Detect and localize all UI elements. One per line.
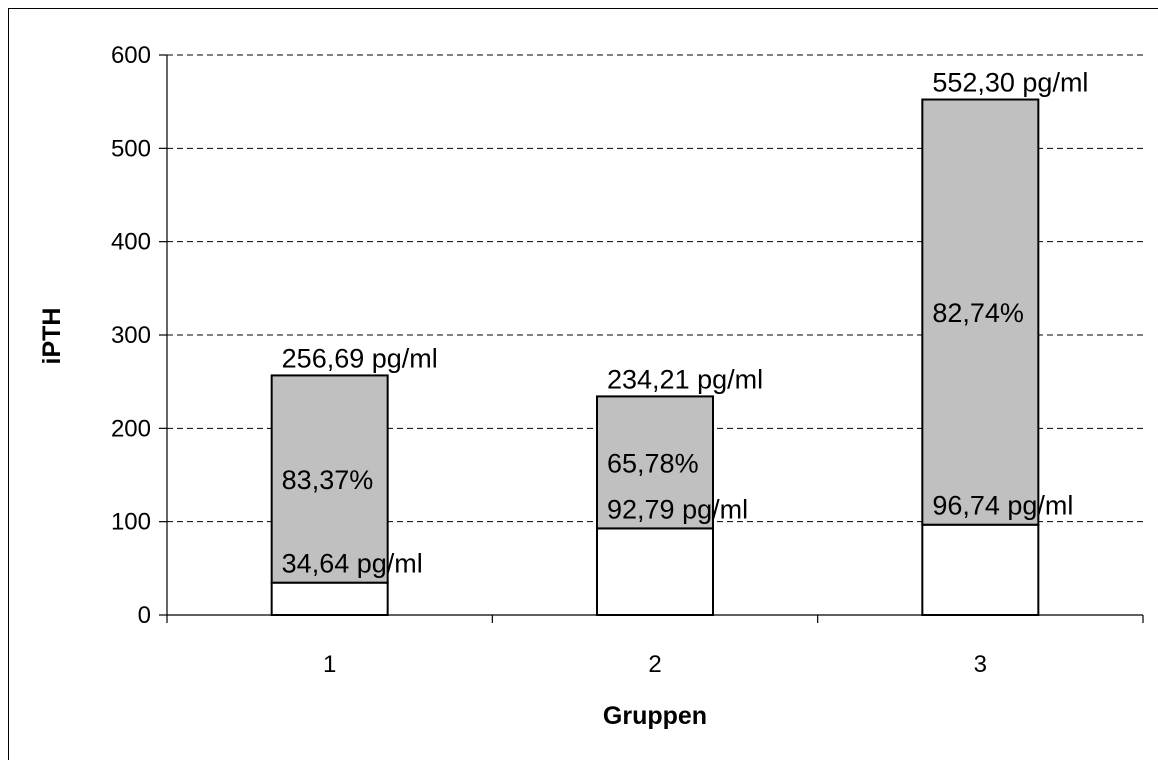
base-label: 96,74 pg/ml bbox=[932, 491, 1073, 521]
y-tick-label: 300 bbox=[111, 322, 151, 349]
total-label: 256,69 pg/ml bbox=[282, 343, 438, 373]
axes: 0 100 200 300 400 500 600 1 2 3 bbox=[111, 42, 1144, 678]
bar-base-segment bbox=[596, 527, 714, 616]
bar-base-segment bbox=[921, 523, 1040, 617]
bar-base-segment bbox=[270, 581, 389, 616]
data-labels: 256,69 pg/ml 34,64 pg/ml 83,37% 234,21 pg/m… bbox=[282, 68, 1089, 579]
y-tick-label: 400 bbox=[111, 229, 151, 256]
x-tick-label: 1 bbox=[323, 651, 336, 678]
base-label: 92,79 pg/ml bbox=[607, 494, 748, 524]
total-label: 234,21 pg/ml bbox=[607, 364, 763, 394]
y-tick-label: 600 bbox=[111, 42, 151, 69]
y-tick-label: 0 bbox=[138, 602, 151, 629]
percent-label: 83,37% bbox=[282, 465, 374, 495]
bar-upper-segment bbox=[270, 374, 389, 584]
bar-upper-segment bbox=[921, 98, 1040, 526]
x-axis-title: Gruppen bbox=[603, 702, 707, 730]
bar-upper-segment bbox=[596, 395, 714, 530]
x-tick-label: 2 bbox=[648, 651, 661, 678]
y-axis-title: iPTH bbox=[38, 308, 66, 365]
percent-label: 82,74% bbox=[932, 298, 1024, 328]
total-label: 552,30 pg/ml bbox=[932, 68, 1088, 98]
base-label: 34,64 pg/ml bbox=[282, 549, 423, 579]
y-tick-label: 200 bbox=[111, 415, 151, 442]
x-tick-label: 3 bbox=[974, 651, 987, 678]
y-tick-label: 100 bbox=[111, 509, 151, 536]
bars bbox=[270, 98, 1040, 617]
y-tick-label: 500 bbox=[111, 135, 151, 162]
percent-label: 65,78% bbox=[607, 448, 699, 478]
